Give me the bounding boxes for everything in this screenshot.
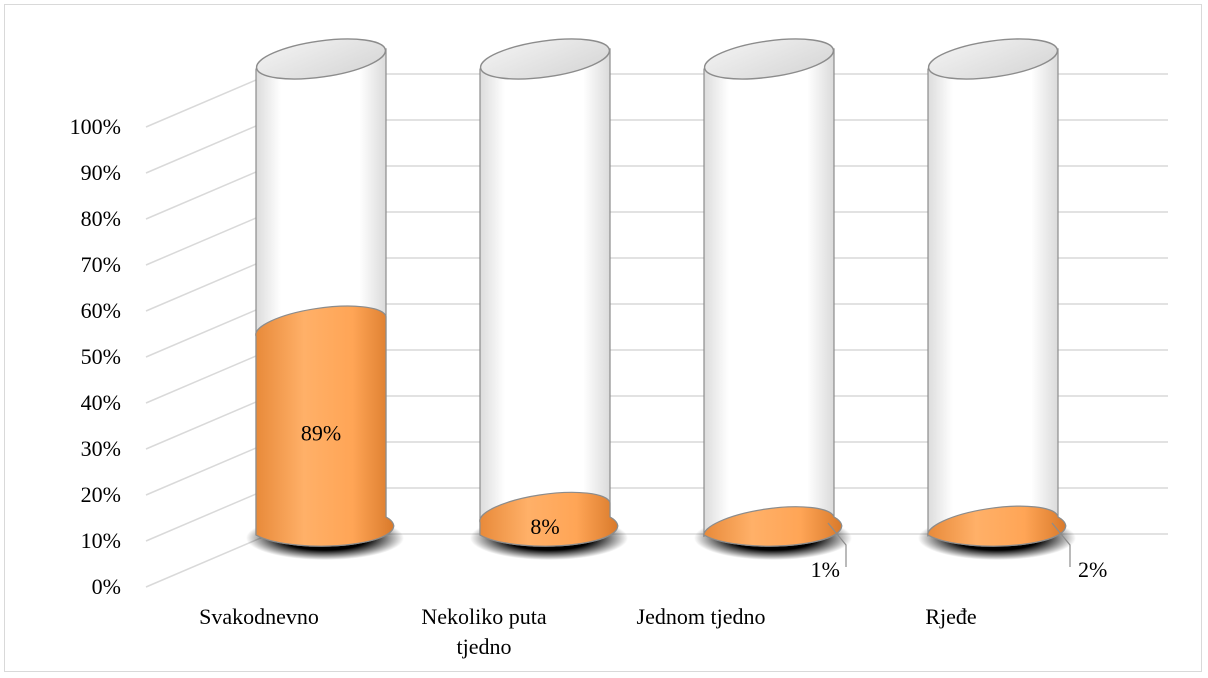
y-tick-label: 100% (70, 114, 121, 139)
bar-top-cap (927, 38, 1059, 80)
y-tick-label: 20% (81, 482, 121, 507)
bar-filled-section (703, 506, 843, 547)
y-tick-label: 10% (81, 528, 121, 553)
bar-filled-section (927, 505, 1067, 547)
x-category-label: tjedno (457, 634, 512, 659)
x-axis-category-labels: Svakodnevno Nekoliko puta tjedno Jednom tje… (199, 604, 977, 659)
y-tick-label: 50% (81, 344, 121, 369)
bar-top-cap (703, 38, 835, 80)
data-label: 8% (530, 514, 559, 539)
y-tick-label: 0% (92, 574, 121, 599)
cylinder-bar: 2% (918, 38, 1107, 582)
y-tick-label: 60% (81, 298, 121, 323)
bar-top-cap (255, 38, 387, 80)
y-tick-label: 90% (81, 160, 121, 185)
cylinder-bars: 89% 8% 1% 2% (246, 38, 1107, 582)
bar-empty-section (703, 48, 843, 547)
bar-empty-section (479, 48, 619, 547)
bar-empty-section (927, 48, 1067, 547)
y-tick-label: 80% (81, 206, 121, 231)
y-tick-label: 70% (81, 252, 121, 277)
y-tick-label: 40% (81, 390, 121, 415)
bar-filled-section (255, 305, 395, 547)
cylinder-bar: 8% (470, 38, 628, 560)
data-label: 2% (1078, 557, 1107, 582)
bar-top-cap (479, 38, 611, 80)
data-label-leader (1051, 522, 1071, 567)
data-label-leader (827, 522, 847, 567)
y-tick-label: 30% (81, 436, 121, 461)
cylinder-bar: 89% (246, 38, 404, 560)
bar-filled-section (479, 491, 619, 547)
x-category-label: Nekoliko puta (421, 604, 546, 629)
data-label: 89% (301, 421, 341, 446)
cylinder-bar: 1% (694, 38, 852, 582)
x-category-label: Jednom tjedno (637, 604, 766, 629)
x-category-label: Rjeđe (925, 604, 976, 629)
y-axis-tick-labels: 0% 10% 20% 30% 40% 50% 60% 70% 80% 90% 100% (70, 114, 121, 599)
data-label: 1% (811, 557, 840, 582)
x-category-label: Svakodnevno (199, 604, 319, 629)
